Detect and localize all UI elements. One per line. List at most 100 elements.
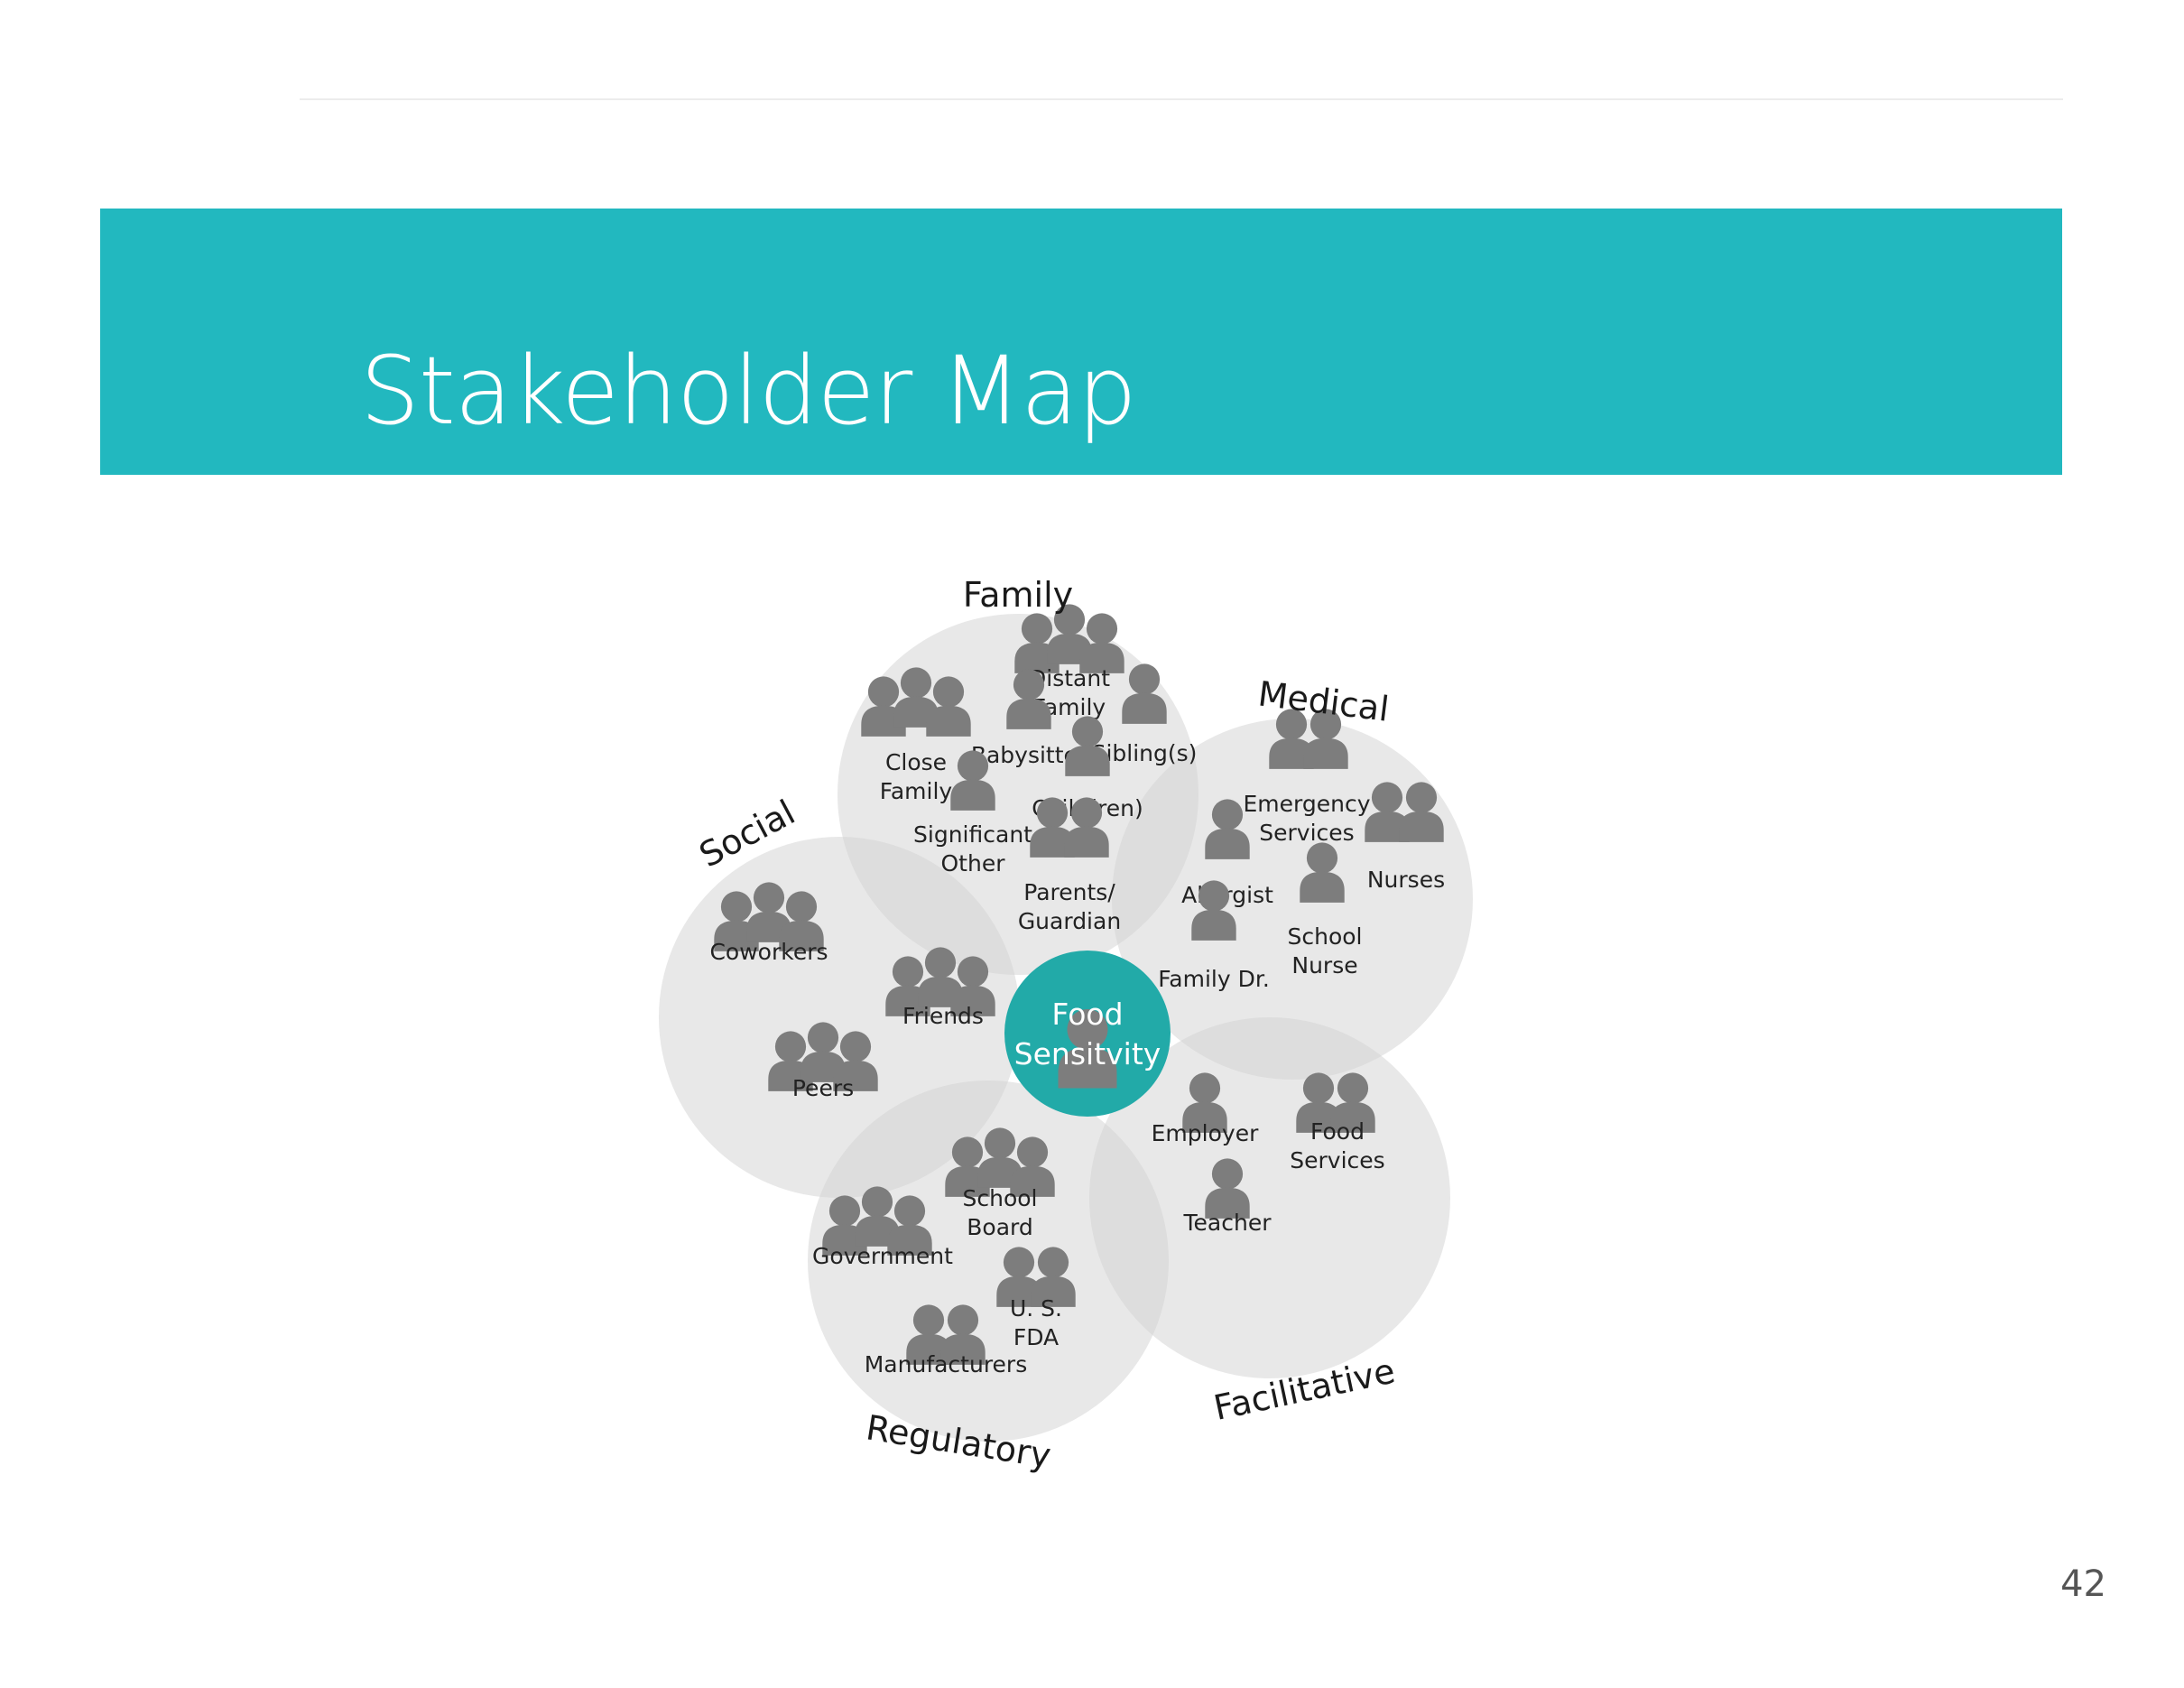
- person-figure: [1122, 663, 1167, 724]
- person-figure: [996, 1247, 1041, 1307]
- person-icon: [1300, 842, 1345, 903]
- stakeholder-label: Nurses: [1367, 867, 1445, 893]
- person-figure: [1047, 604, 1092, 664]
- stakeholder-label: Emergency Services: [1243, 791, 1370, 846]
- stakeholder-label-line: Employer: [1152, 1120, 1259, 1146]
- person-icon: [1205, 1158, 1250, 1219]
- stakeholder-school-board: School Board: [945, 1127, 1055, 1240]
- group-icon: [885, 947, 995, 1016]
- person-figure: [833, 1031, 878, 1091]
- stakeholder-label-line: School: [1288, 923, 1363, 950]
- stakeholder-label-line: School: [963, 1185, 1038, 1211]
- center-person-icon: [1058, 1009, 1117, 1089]
- stakeholder-close-family: Close Family: [861, 667, 971, 804]
- person-figure: [1006, 669, 1051, 729]
- person-figure: [768, 1031, 813, 1091]
- person-figure: [1058, 1009, 1117, 1089]
- stakeholder-emergency-services: Emergency Services: [1243, 709, 1371, 846]
- stakeholder-peers: Peers: [768, 1022, 878, 1101]
- stakeholder-label: Manufacturers: [865, 1351, 1028, 1377]
- person-figure: [1330, 1072, 1375, 1133]
- stakeholder-label-line: Nurses: [1367, 867, 1445, 893]
- center-label-line: Food: [1051, 997, 1123, 1032]
- pair-icon: [1269, 709, 1348, 769]
- person-icon: [1065, 716, 1110, 776]
- stakeholder-label-line: Nurse: [1291, 952, 1357, 978]
- person-figure: [1079, 613, 1124, 673]
- person-figure: [1010, 1136, 1055, 1197]
- person-figure: [1269, 709, 1314, 769]
- page-number: 42: [2060, 1563, 2106, 1605]
- stakeholder-label-line: Teacher: [1183, 1210, 1272, 1236]
- stakeholder-significant-other: Significant Other: [913, 750, 1032, 876]
- group-icon: [945, 1127, 1055, 1197]
- person-figure: [906, 1304, 951, 1365]
- stakeholder-label-line: Government: [812, 1243, 953, 1269]
- stakeholder-label-line: FDA: [1013, 1324, 1059, 1350]
- stakeholder-family-dr: Family Dr.: [1158, 880, 1270, 992]
- title-banner: Stakeholder Map: [100, 209, 2062, 475]
- person-figure: [950, 956, 995, 1016]
- person-icon: [1191, 880, 1236, 941]
- slide-title: Stakeholder Map: [360, 336, 1137, 446]
- regulatory-circle: [808, 1081, 1169, 1442]
- person-figure: [1296, 1072, 1341, 1133]
- stakeholder-u-s-fda: U. S. FDA: [996, 1247, 1076, 1350]
- person-figure: [1365, 782, 1410, 842]
- pair-icon: [1030, 797, 1109, 858]
- stakeholder-label-line: Family: [880, 778, 953, 804]
- person-icon: [1122, 663, 1167, 724]
- person-figure: [1300, 842, 1345, 903]
- pair-icon: [1365, 782, 1444, 842]
- stakeholder-coworkers: Coworkers: [709, 882, 828, 965]
- person-figure: [1182, 1072, 1227, 1133]
- stakeholder-label: Parents/Guardian: [1018, 879, 1121, 934]
- person-figure: [1031, 1247, 1076, 1307]
- pair-icon: [906, 1304, 986, 1365]
- stakeholder-food-services: Food Services: [1290, 1072, 1385, 1173]
- person-figure: [779, 891, 824, 951]
- group-icon: [768, 1022, 878, 1091]
- stakeholder-label-line: U. S.: [1010, 1295, 1062, 1322]
- person-figure: [945, 1136, 990, 1197]
- person-figure: [977, 1127, 1023, 1188]
- stakeholder-label: School Nurse: [1288, 923, 1363, 978]
- person-figure: [1399, 782, 1444, 842]
- stakeholder-label-line: Board: [967, 1214, 1032, 1240]
- stakeholder-label-line: Close: [885, 749, 947, 775]
- group-icon: [861, 667, 971, 737]
- stakeholder-employer: Employer: [1152, 1072, 1259, 1146]
- stakeholder-label: Food Services: [1290, 1118, 1384, 1173]
- stakeholder-label-line: Family Dr.: [1158, 966, 1270, 992]
- person-figure: [885, 956, 930, 1016]
- person-figure: [1205, 1158, 1250, 1219]
- person-figure: [1065, 716, 1110, 776]
- stakeholder-nurses: Nurses: [1365, 782, 1445, 893]
- stakeholder-label: Close Family: [880, 749, 953, 804]
- stakeholder-label-line: Services: [1259, 820, 1354, 846]
- person-figure: [940, 1304, 986, 1365]
- stakeholder-label-line: Other: [941, 850, 1006, 876]
- person-figure: [822, 1195, 867, 1256]
- stakeholder-label-line: Manufacturers: [865, 1351, 1028, 1377]
- person-figure: [861, 676, 906, 737]
- stakeholder-label-line: Significant: [913, 821, 1032, 848]
- stakeholder-school-nurse: School Nurse: [1288, 842, 1363, 978]
- person-figure: [1191, 880, 1236, 941]
- stakeholder-manufacturers: Manufacturers: [865, 1304, 1028, 1377]
- person-figure: [918, 947, 963, 1007]
- stakeholder-label: Peers: [792, 1075, 854, 1101]
- stakeholder-label: Teacher: [1183, 1210, 1272, 1236]
- person-figure: [800, 1022, 846, 1082]
- person-figure: [926, 676, 971, 737]
- person-figure: [1014, 613, 1060, 673]
- stakeholder-label: Family Dr.: [1158, 966, 1270, 992]
- stakeholder-label: Friends: [902, 1003, 984, 1029]
- stakeholder-label: Employer: [1152, 1120, 1259, 1146]
- person-figure: [855, 1186, 900, 1247]
- stakeholder-label-line: Emergency: [1243, 791, 1370, 817]
- group-icon: [1014, 604, 1124, 673]
- person-figure: [887, 1195, 932, 1256]
- stakeholder-parents-guardian: Parents/Guardian: [1018, 797, 1121, 934]
